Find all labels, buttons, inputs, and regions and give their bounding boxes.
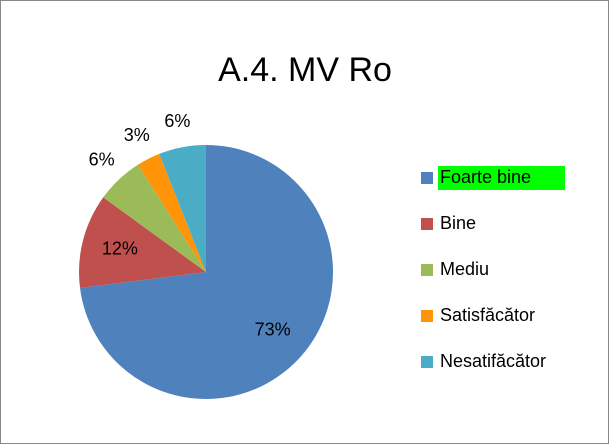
data-label: 73% (255, 320, 291, 340)
legend-swatch (421, 310, 433, 322)
data-label: 12% (102, 239, 138, 259)
pie-slice (80, 145, 333, 399)
data-label: 6% (89, 150, 115, 170)
chart-title: A.4. MV Ro (218, 51, 392, 89)
legend-label: Satisfăcător (440, 305, 535, 325)
data-label: 3% (124, 125, 150, 145)
pie-slice (137, 153, 206, 272)
data-label: 6% (164, 111, 190, 131)
pie-slice (78, 197, 206, 288)
legend-swatch (421, 264, 433, 276)
legend-swatch (421, 218, 433, 230)
legend-label: Bine (440, 213, 476, 233)
legend-label: Nesatifăcător (440, 351, 546, 371)
legend-highlight (438, 166, 565, 190)
pie-slice (159, 145, 206, 272)
legend-swatch (421, 356, 433, 368)
pie-slice (103, 164, 206, 272)
legend-label: Foarte bine (440, 167, 531, 187)
legend-swatch (421, 172, 433, 184)
legend-label: Mediu (440, 259, 489, 279)
